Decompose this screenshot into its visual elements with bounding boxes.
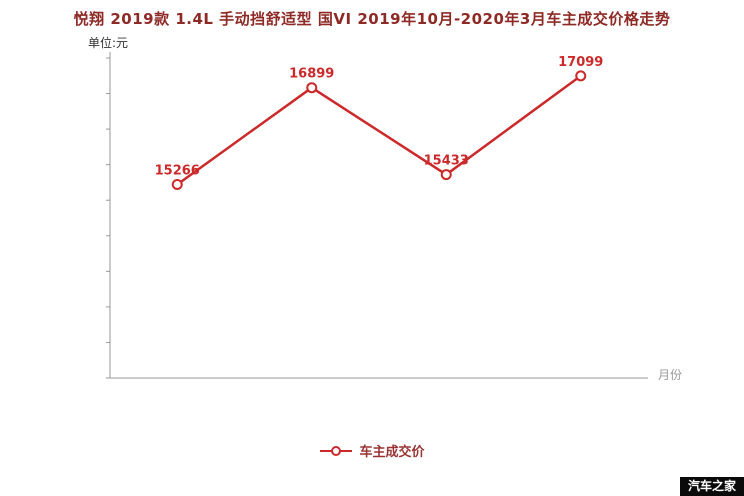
chart-title: 悦翔 2019款 1.4L 手动挡舒适型 国VI 2019年10月-2020年3… — [73, 10, 671, 28]
data-point-label: 15266 — [155, 163, 200, 178]
data-point-marker[interactable] — [440, 169, 452, 181]
data-point-label: 15433 — [424, 154, 469, 169]
price-trend-chart: 15266 16899 15433 17099 — [106, 52, 648, 379]
data-point-label: 17099 — [558, 55, 603, 70]
legend: 车主成交价 — [0, 441, 744, 460]
data-point-marker[interactable] — [171, 178, 183, 190]
y-axis-unit-label: 单位:元 — [88, 36, 129, 50]
legend-label: 车主成交价 — [359, 445, 425, 460]
legend-line-marker-icon — [320, 445, 353, 456]
watermark-autohome: 汽车之家 — [679, 477, 744, 496]
legend-circle-marker — [331, 445, 342, 456]
x-axis-label: 月份 — [658, 368, 683, 382]
data-point-label: 16899 — [289, 67, 334, 82]
data-point-marker[interactable] — [575, 70, 587, 82]
data-point-marker[interactable] — [306, 82, 318, 94]
price-line-series — [176, 74, 582, 186]
